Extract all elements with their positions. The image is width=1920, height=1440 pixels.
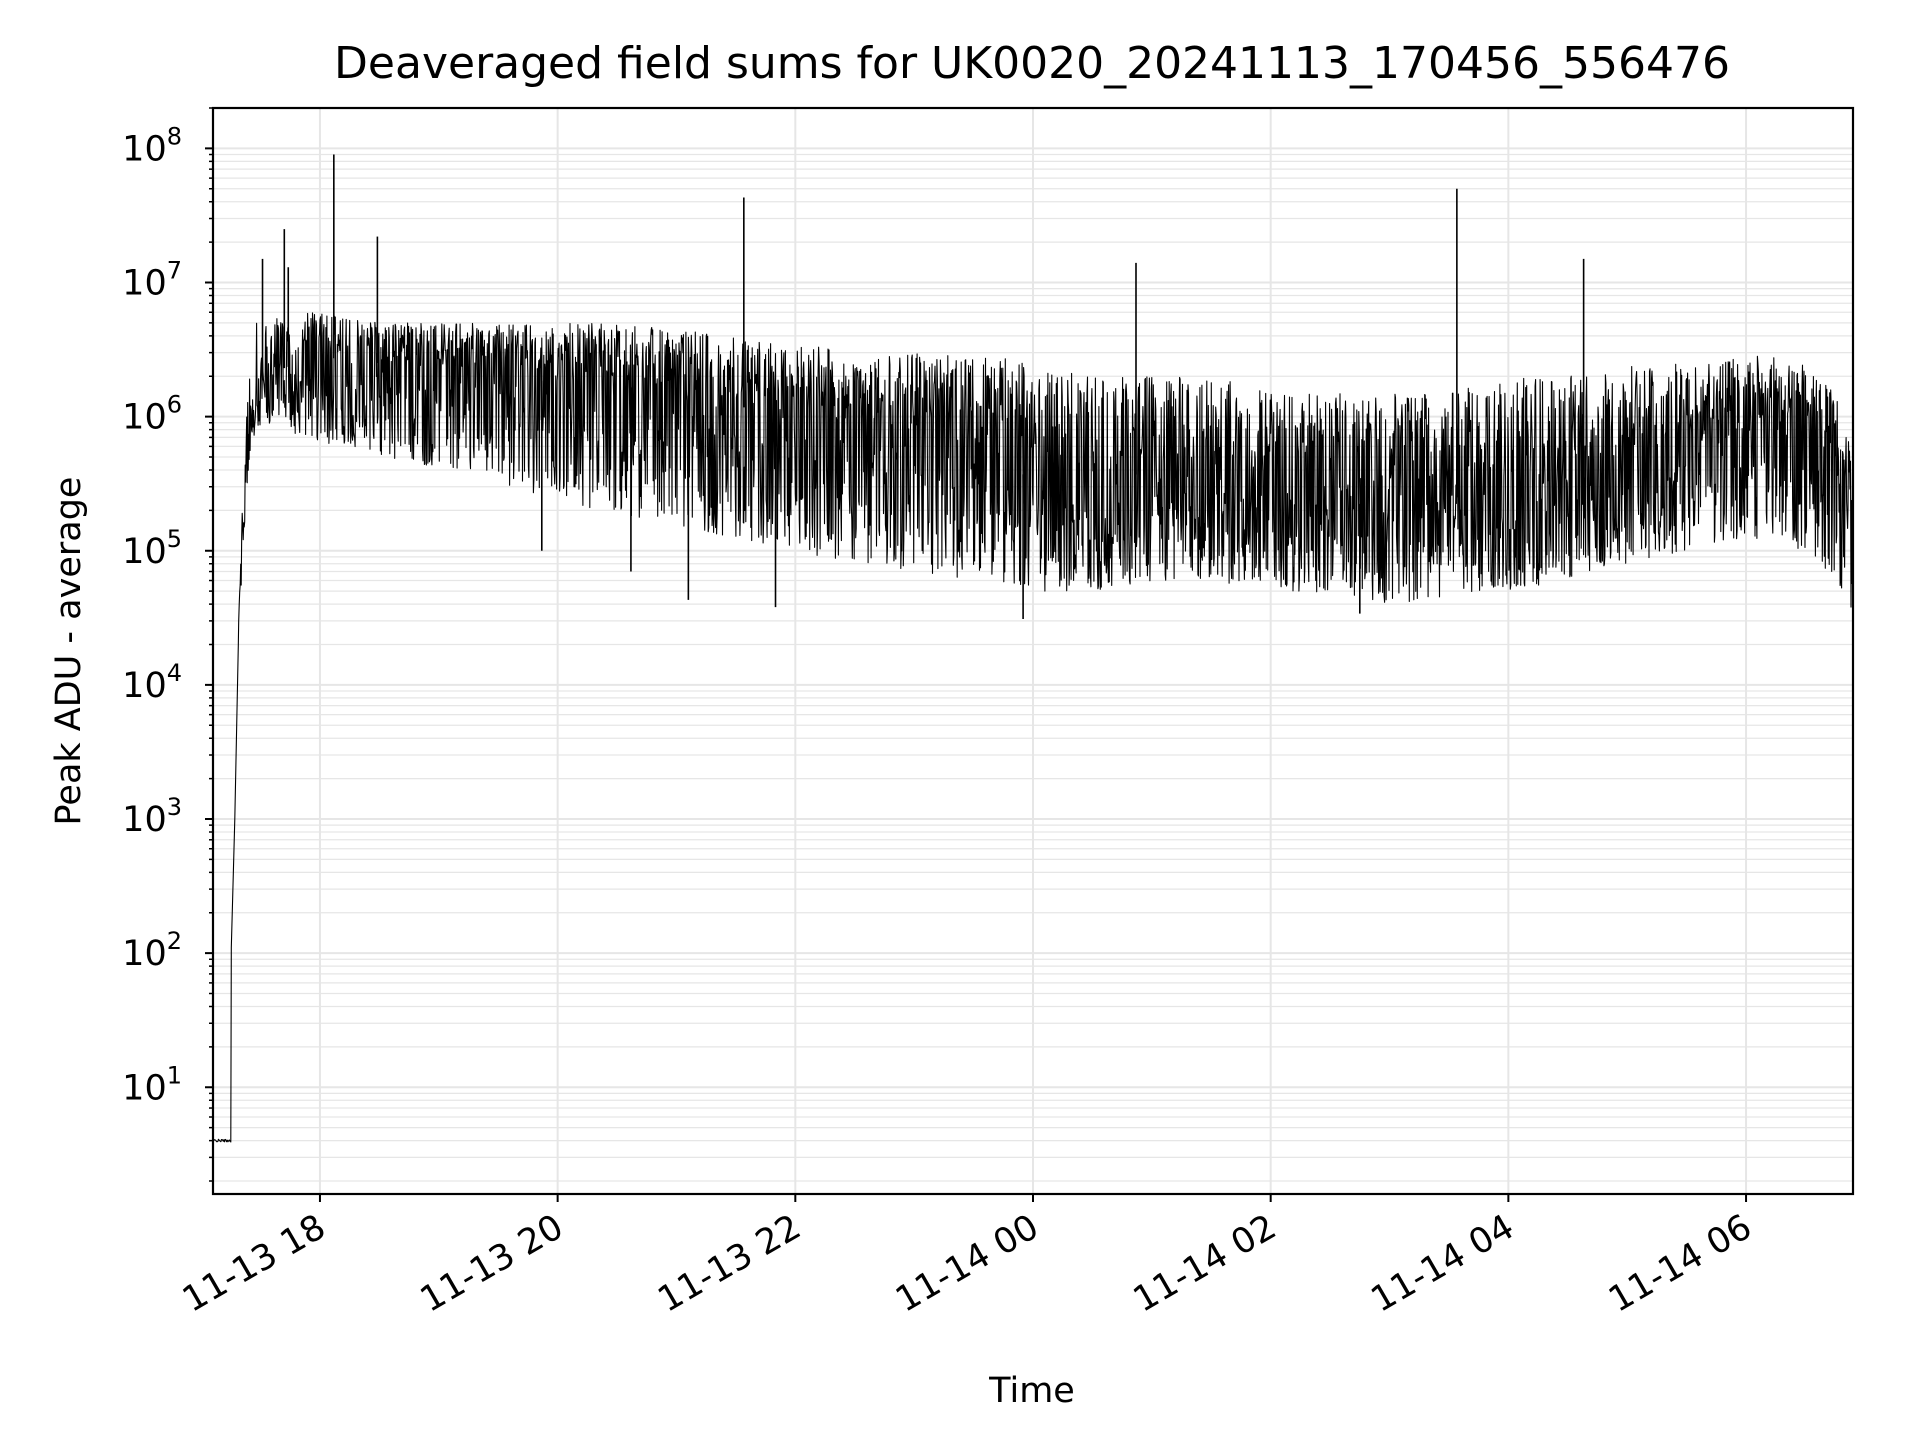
y-tick-label-exponent: 5	[167, 525, 182, 553]
y-tick-label-exponent: 7	[167, 257, 182, 285]
y-tick-label-base: 10	[122, 1068, 167, 1108]
y-tick-label-exponent: 1	[167, 1061, 182, 1089]
y-tick-label-exponent: 2	[167, 927, 182, 955]
y-tick-label-base: 10	[122, 800, 167, 840]
y-tick-label: 104	[122, 659, 182, 706]
y-tick-label-exponent: 6	[167, 391, 182, 419]
chart-title: Deaveraged field sums for UK0020_2024111…	[334, 38, 1730, 89]
y-tick-label: 108	[122, 122, 182, 169]
data-layer	[212, 154, 1854, 1143]
y-tick-label: 102	[122, 927, 182, 974]
y-tick-label-exponent: 3	[167, 793, 182, 821]
y-tick-label: 107	[122, 257, 182, 304]
y-tick-label: 106	[122, 391, 182, 438]
series-line	[212, 312, 1854, 1143]
x-axis-label: Time	[988, 1371, 1075, 1411]
y-tick-label-exponent: 4	[167, 659, 182, 687]
y-tick-label: 105	[122, 525, 182, 572]
y-tick-label-base: 10	[122, 934, 167, 974]
y-tick-label-base: 10	[122, 129, 167, 169]
y-tick-label-base: 10	[122, 264, 167, 304]
y-tick-label-base: 10	[122, 398, 167, 438]
grid	[213, 107, 1853, 1194]
y-axis-label: Peak ADU - average	[49, 477, 89, 826]
y-tick-label-base: 10	[122, 532, 167, 572]
y-tick-label-exponent: 8	[167, 122, 182, 150]
y-tick-label: 101	[122, 1061, 182, 1108]
y-tick-label: 103	[122, 793, 182, 840]
y-tick-label-base: 10	[122, 666, 167, 706]
